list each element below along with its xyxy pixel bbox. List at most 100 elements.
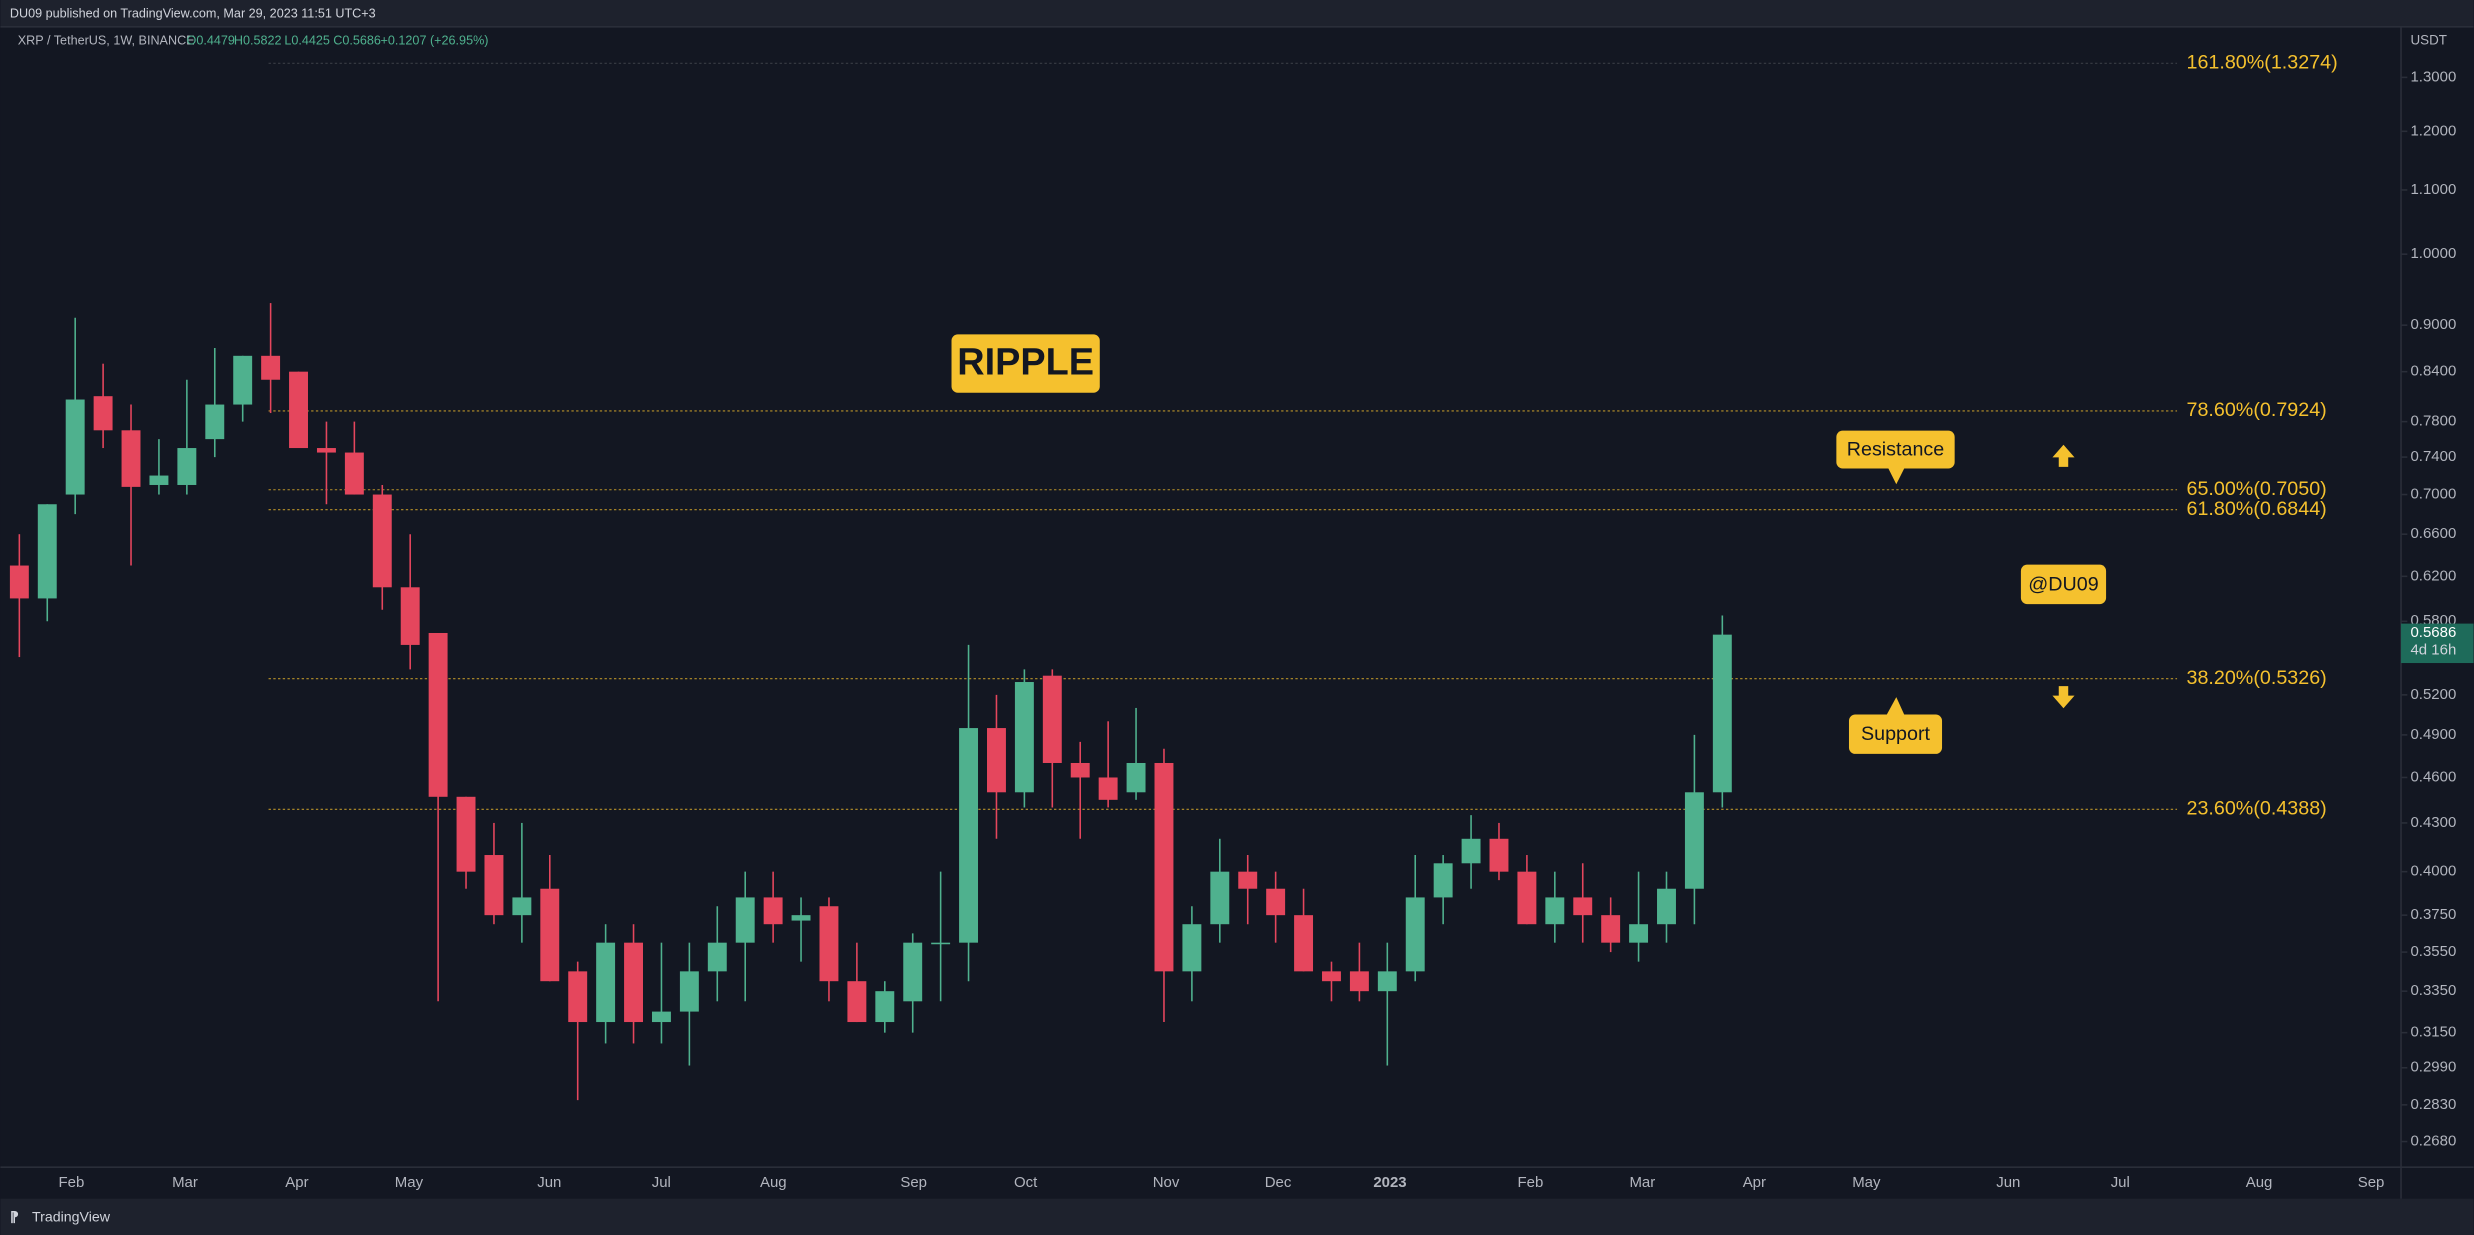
x-tick-label: Jun — [1996, 1174, 2020, 1191]
x-tick-label: Jul — [652, 1174, 671, 1191]
x-tick-label: May — [395, 1174, 424, 1191]
support-box — [1848, 714, 1943, 754]
y-tick-label: 0.4900 — [2410, 726, 2456, 743]
legend-low: L0.4425 — [284, 33, 330, 47]
candle-body — [679, 971, 699, 1012]
y-tick-label: 1.1000 — [2410, 181, 2456, 198]
fib-label: 65.00%(0.7050) — [2187, 478, 2327, 500]
candle-body — [1210, 871, 1230, 925]
candle-body — [1377, 971, 1397, 992]
header-text: DU09 published on TradingView.com, Mar 2… — [10, 7, 376, 21]
candle-body — [1684, 792, 1704, 889]
candle-body — [289, 371, 308, 449]
fib-label: 78.60%(0.7924) — [2187, 399, 2327, 421]
author-label: @DU09 — [2028, 573, 2098, 595]
x-tick-label: Aug — [760, 1174, 787, 1191]
candle-body — [707, 942, 727, 972]
candle-body — [205, 404, 225, 440]
legend-symbol: XRP / TetherUS, 1W, BINANCE — [18, 33, 195, 47]
resistance-pointer — [1888, 468, 1905, 485]
candle-body — [931, 942, 951, 945]
candle-body — [428, 632, 448, 797]
candle-body — [177, 448, 197, 485]
x-tick-label: Sep — [900, 1174, 927, 1191]
y-tick-label: 0.2990 — [2410, 1059, 2456, 1076]
y-tick-label: 0.4600 — [2410, 768, 2456, 785]
y-tick-label: 0.3550 — [2410, 943, 2456, 960]
candle-body — [1126, 762, 1146, 793]
candle-body — [1042, 675, 1062, 763]
candle-body — [1266, 888, 1286, 916]
candle-body — [568, 971, 588, 1023]
y-tick-label: 0.4300 — [2410, 814, 2456, 831]
candle-body — [1517, 871, 1537, 925]
candle-body — [596, 942, 616, 1023]
candle-body — [763, 897, 783, 925]
y-tick-label: 0.6200 — [2410, 567, 2456, 584]
candle-body — [93, 396, 113, 431]
x-tick-label: Jul — [2111, 1174, 2130, 1191]
candle-body — [344, 452, 364, 495]
y-tick-label: 0.6600 — [2410, 525, 2456, 542]
fib-label: 23.60%(0.4388) — [2187, 797, 2327, 819]
candle-body — [735, 897, 755, 943]
y-tick-label: 0.3750 — [2410, 906, 2456, 923]
x-tick-label: Apr — [1743, 1174, 1766, 1191]
candle-body — [261, 355, 281, 380]
candle-body — [1070, 762, 1090, 778]
candle-body — [540, 888, 560, 982]
candle-body — [121, 430, 141, 487]
candle-body — [149, 475, 169, 485]
x-tick-label: Feb — [59, 1174, 85, 1191]
support-pointer — [1886, 697, 1905, 715]
header-bar — [0, 0, 2474, 27]
candle-body — [1238, 871, 1258, 889]
x-tick-label: Oct — [1014, 1174, 1038, 1191]
y-tick-label: 1.3000 — [2410, 68, 2456, 85]
price-tag-value: 0.5686 — [2410, 624, 2456, 641]
x-tick-label: 2023 — [1373, 1174, 1406, 1191]
candle-body — [847, 981, 867, 1023]
candle-body — [372, 494, 392, 588]
resistance-label: Resistance — [1847, 439, 1945, 461]
resistance-box — [1836, 430, 1955, 469]
candle-body — [1601, 915, 1621, 943]
x-tick-label: Mar — [172, 1174, 198, 1191]
footer-bar — [0, 1198, 2474, 1235]
candle-body — [1461, 838, 1481, 864]
x-tick-label: Mar — [1629, 1174, 1655, 1191]
up-arrow — [2052, 444, 2075, 467]
marks: 1.3000 1.2000 1.1000 1.0000 0.9000 0.8400 0.78… — [9, 52, 2474, 1191]
candle-body — [1712, 634, 1732, 793]
candle-body — [456, 796, 476, 872]
candle-body — [1014, 682, 1034, 793]
candle-body — [624, 942, 644, 1023]
y-tick-label: 0.9000 — [2410, 316, 2456, 333]
y-tick-label: 0.2830 — [2410, 1096, 2456, 1113]
candle-body — [512, 897, 532, 916]
candle-body — [1573, 897, 1593, 916]
candle-body — [400, 587, 420, 645]
candle-body — [1629, 924, 1649, 943]
candle-body — [1182, 924, 1202, 972]
legend-change: +0.1207 (+26.95%) — [381, 33, 489, 47]
y-tick-label: 1.2000 — [2410, 122, 2456, 139]
y-tick-label: 0.2680 — [2410, 1133, 2456, 1150]
y-tick-label: 0.3350 — [2410, 982, 2456, 999]
candle-body — [484, 855, 504, 916]
candle-body — [65, 399, 85, 495]
y-tick-label: 0.7000 — [2410, 485, 2456, 502]
y-tick-label: 0.7400 — [2410, 448, 2456, 465]
footer-brand: TradingView — [32, 1209, 111, 1225]
candle-body — [37, 504, 57, 599]
x-tick-label: Aug — [2246, 1174, 2273, 1191]
x-tick-label: Apr — [285, 1174, 308, 1191]
footer-logo: ⁋ — [10, 1209, 19, 1225]
x-tick-label: Jun — [537, 1174, 561, 1191]
y-tick-label: 1.0000 — [2410, 245, 2456, 262]
y-tick-label: 0.7800 — [2410, 413, 2456, 430]
x-tick-label: Nov — [1153, 1174, 1180, 1191]
y-tick-label: 0.5200 — [2410, 686, 2456, 703]
